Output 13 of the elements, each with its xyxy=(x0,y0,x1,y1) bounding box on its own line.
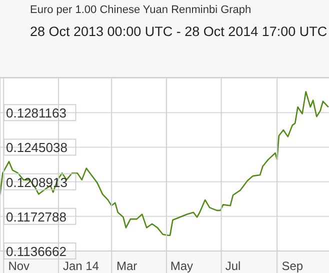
chart-title: Euro per 1.00 Chinese Yuan Renminbi Graph xyxy=(30,4,252,16)
x-tick-label: Sep xyxy=(282,259,304,273)
y-tick-label: 0.1136662 xyxy=(6,244,66,259)
y-tick-label: 0.1245038 xyxy=(6,140,68,156)
chart-subtitle: 28 Oct 2013 00:00 UTC - 28 Oct 2014 17:00 UTC xyxy=(30,24,328,39)
y-tick-label: 0.1172788 xyxy=(6,209,66,224)
x-tick-label: Nov xyxy=(8,259,30,273)
x-tick-label: Mar xyxy=(116,259,138,273)
y-tick-label: 0.1281163 xyxy=(6,106,66,121)
line-series xyxy=(0,91,329,236)
x-tick-label: Jan 14 xyxy=(62,259,100,273)
x-tick-label: May xyxy=(170,259,194,273)
x-tick-label: Jul xyxy=(225,259,241,273)
